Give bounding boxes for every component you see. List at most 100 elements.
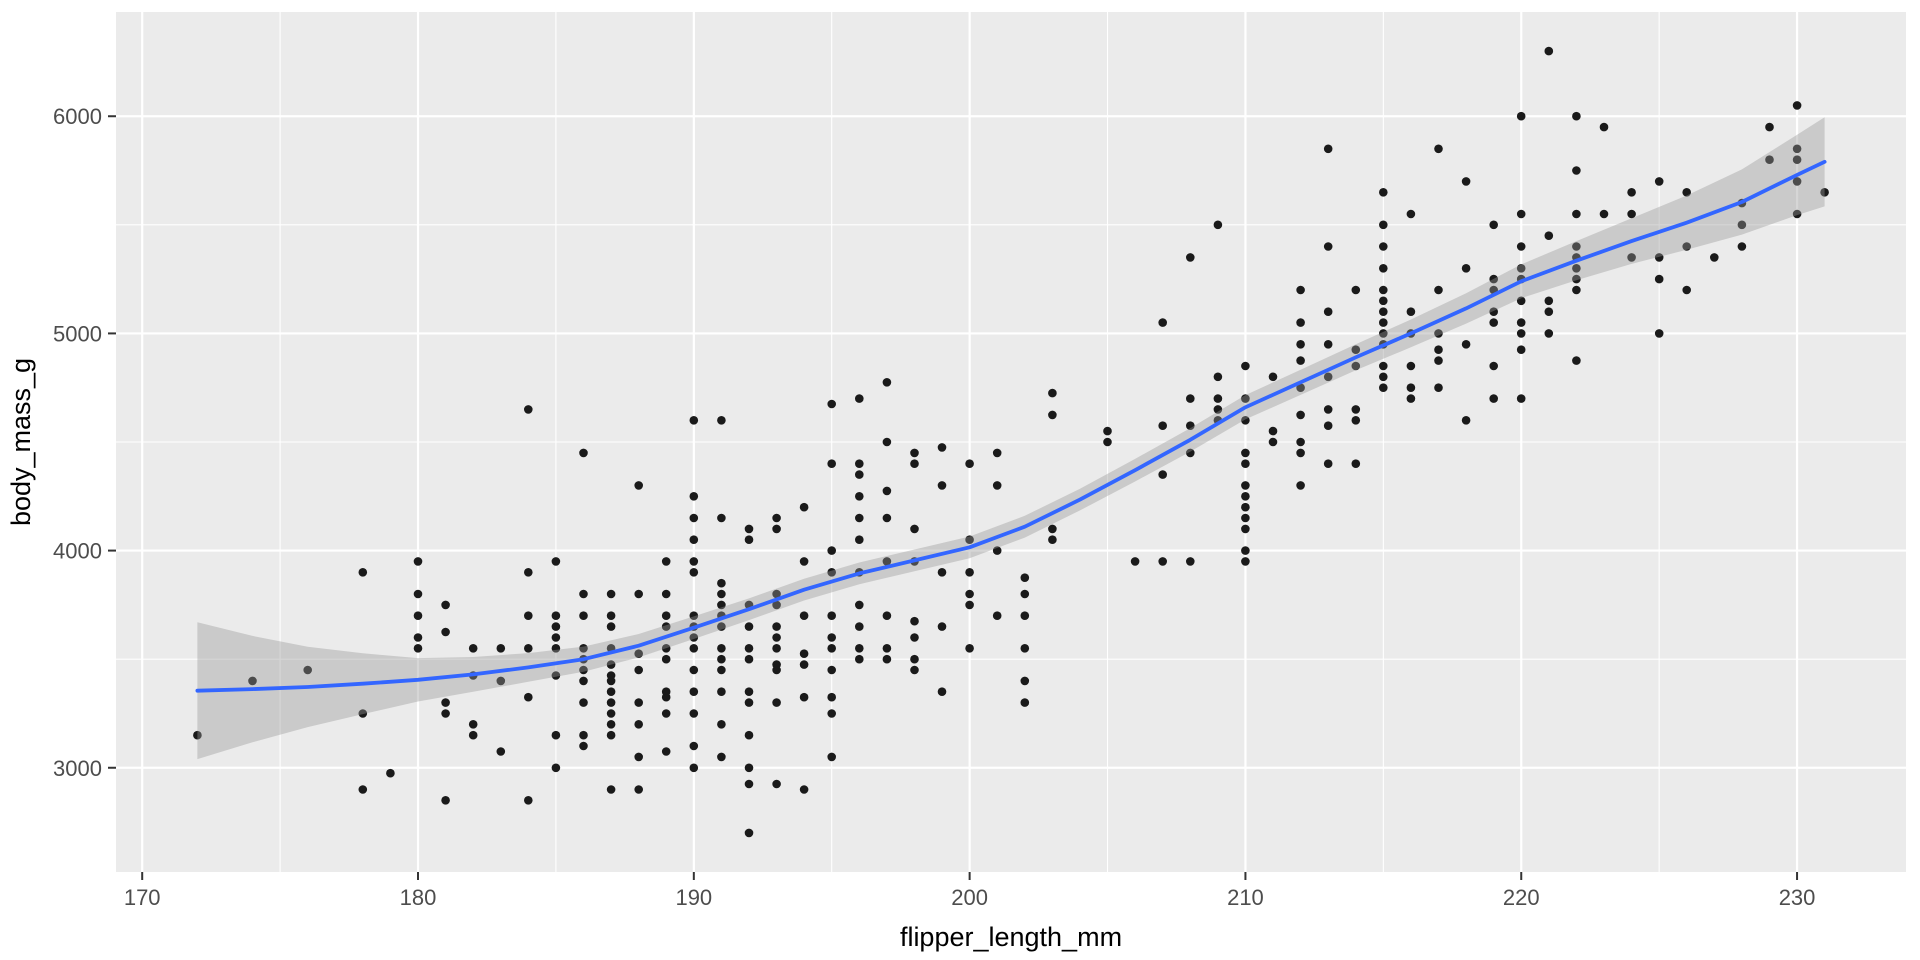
data-point — [1682, 242, 1691, 251]
data-point — [551, 611, 561, 620]
data-point — [606, 720, 616, 729]
data-point — [937, 687, 947, 696]
data-point — [1213, 220, 1223, 230]
confidence-ribbon — [197, 117, 1825, 760]
data-point — [661, 622, 671, 631]
data-point — [661, 589, 671, 599]
data-point — [661, 687, 671, 696]
data-point — [1627, 188, 1636, 197]
data-point — [1572, 285, 1581, 295]
data-point — [441, 709, 450, 718]
data-point — [855, 535, 864, 544]
y-tick-label: 3000 — [53, 756, 102, 781]
data-point — [303, 665, 313, 675]
data-point — [1599, 209, 1609, 219]
data-point — [606, 671, 616, 680]
data-point — [1654, 274, 1664, 284]
data-point — [551, 644, 561, 653]
data-point — [799, 611, 809, 620]
data-point — [1434, 285, 1443, 295]
data-point — [441, 600, 450, 610]
data-point — [772, 644, 781, 653]
data-point — [1296, 285, 1305, 295]
data-point — [689, 492, 699, 501]
data-point — [1241, 502, 1250, 512]
data-point — [992, 611, 1002, 620]
data-point — [772, 622, 781, 631]
data-point — [1792, 209, 1802, 219]
data-point — [1627, 209, 1636, 219]
data-point — [855, 600, 864, 610]
data-point — [1158, 557, 1167, 566]
data-point — [1241, 513, 1250, 523]
data-point — [1241, 546, 1250, 555]
data-point — [579, 730, 588, 740]
data-point — [799, 785, 809, 794]
data-point — [1351, 459, 1361, 469]
data-point — [937, 622, 947, 631]
data-point — [689, 416, 699, 425]
data-point — [634, 589, 643, 599]
data-point — [634, 665, 643, 675]
data-point — [855, 394, 864, 403]
data-point — [910, 654, 919, 664]
data-point — [855, 622, 864, 631]
data-point — [1379, 372, 1388, 382]
data-point — [1599, 122, 1609, 132]
data-point — [772, 779, 781, 789]
data-point — [1654, 177, 1664, 186]
data-point — [441, 627, 450, 637]
data-point — [579, 698, 588, 707]
data-point — [579, 448, 588, 458]
data-point — [1241, 416, 1250, 425]
data-point — [1544, 296, 1554, 306]
x-axis-title: flipper_length_mm — [900, 922, 1122, 952]
data-point — [855, 513, 864, 523]
data-point — [910, 665, 919, 675]
data-point — [1048, 388, 1057, 398]
data-point — [1461, 340, 1471, 349]
data-point — [1379, 329, 1388, 338]
data-point — [468, 720, 478, 729]
data-point — [1020, 573, 1030, 582]
data-point — [661, 747, 671, 756]
data-point — [1296, 481, 1305, 490]
data-point — [1048, 535, 1057, 544]
data-point — [744, 687, 754, 696]
data-point — [855, 459, 864, 469]
data-point — [1379, 318, 1388, 327]
data-point — [1268, 437, 1278, 447]
data-point — [744, 644, 754, 653]
data-point — [468, 730, 478, 740]
data-point — [1103, 426, 1112, 436]
data-point — [1323, 421, 1333, 431]
data-point — [661, 611, 671, 620]
data-point — [1379, 307, 1388, 317]
data-point — [1516, 209, 1526, 219]
data-point — [1572, 209, 1581, 219]
x-tick-label: 230 — [1779, 885, 1816, 910]
data-point — [413, 644, 423, 653]
data-point — [689, 741, 699, 751]
data-point — [634, 649, 643, 658]
data-point — [1406, 209, 1416, 219]
data-point — [1489, 220, 1498, 230]
data-point — [1516, 264, 1526, 273]
data-point — [689, 557, 699, 566]
data-point — [827, 665, 836, 675]
data-point — [606, 660, 616, 669]
data-point — [1406, 394, 1416, 403]
data-point — [634, 752, 643, 762]
data-point — [606, 730, 616, 740]
data-point — [855, 654, 864, 664]
data-point — [1461, 416, 1471, 425]
data-point — [744, 698, 754, 707]
data-point — [1434, 144, 1443, 154]
data-point — [965, 589, 974, 599]
data-point — [413, 633, 423, 642]
data-point — [965, 535, 974, 544]
data-point — [717, 665, 726, 675]
data-point — [661, 709, 671, 718]
data-point — [1792, 155, 1802, 164]
data-point — [193, 730, 202, 740]
